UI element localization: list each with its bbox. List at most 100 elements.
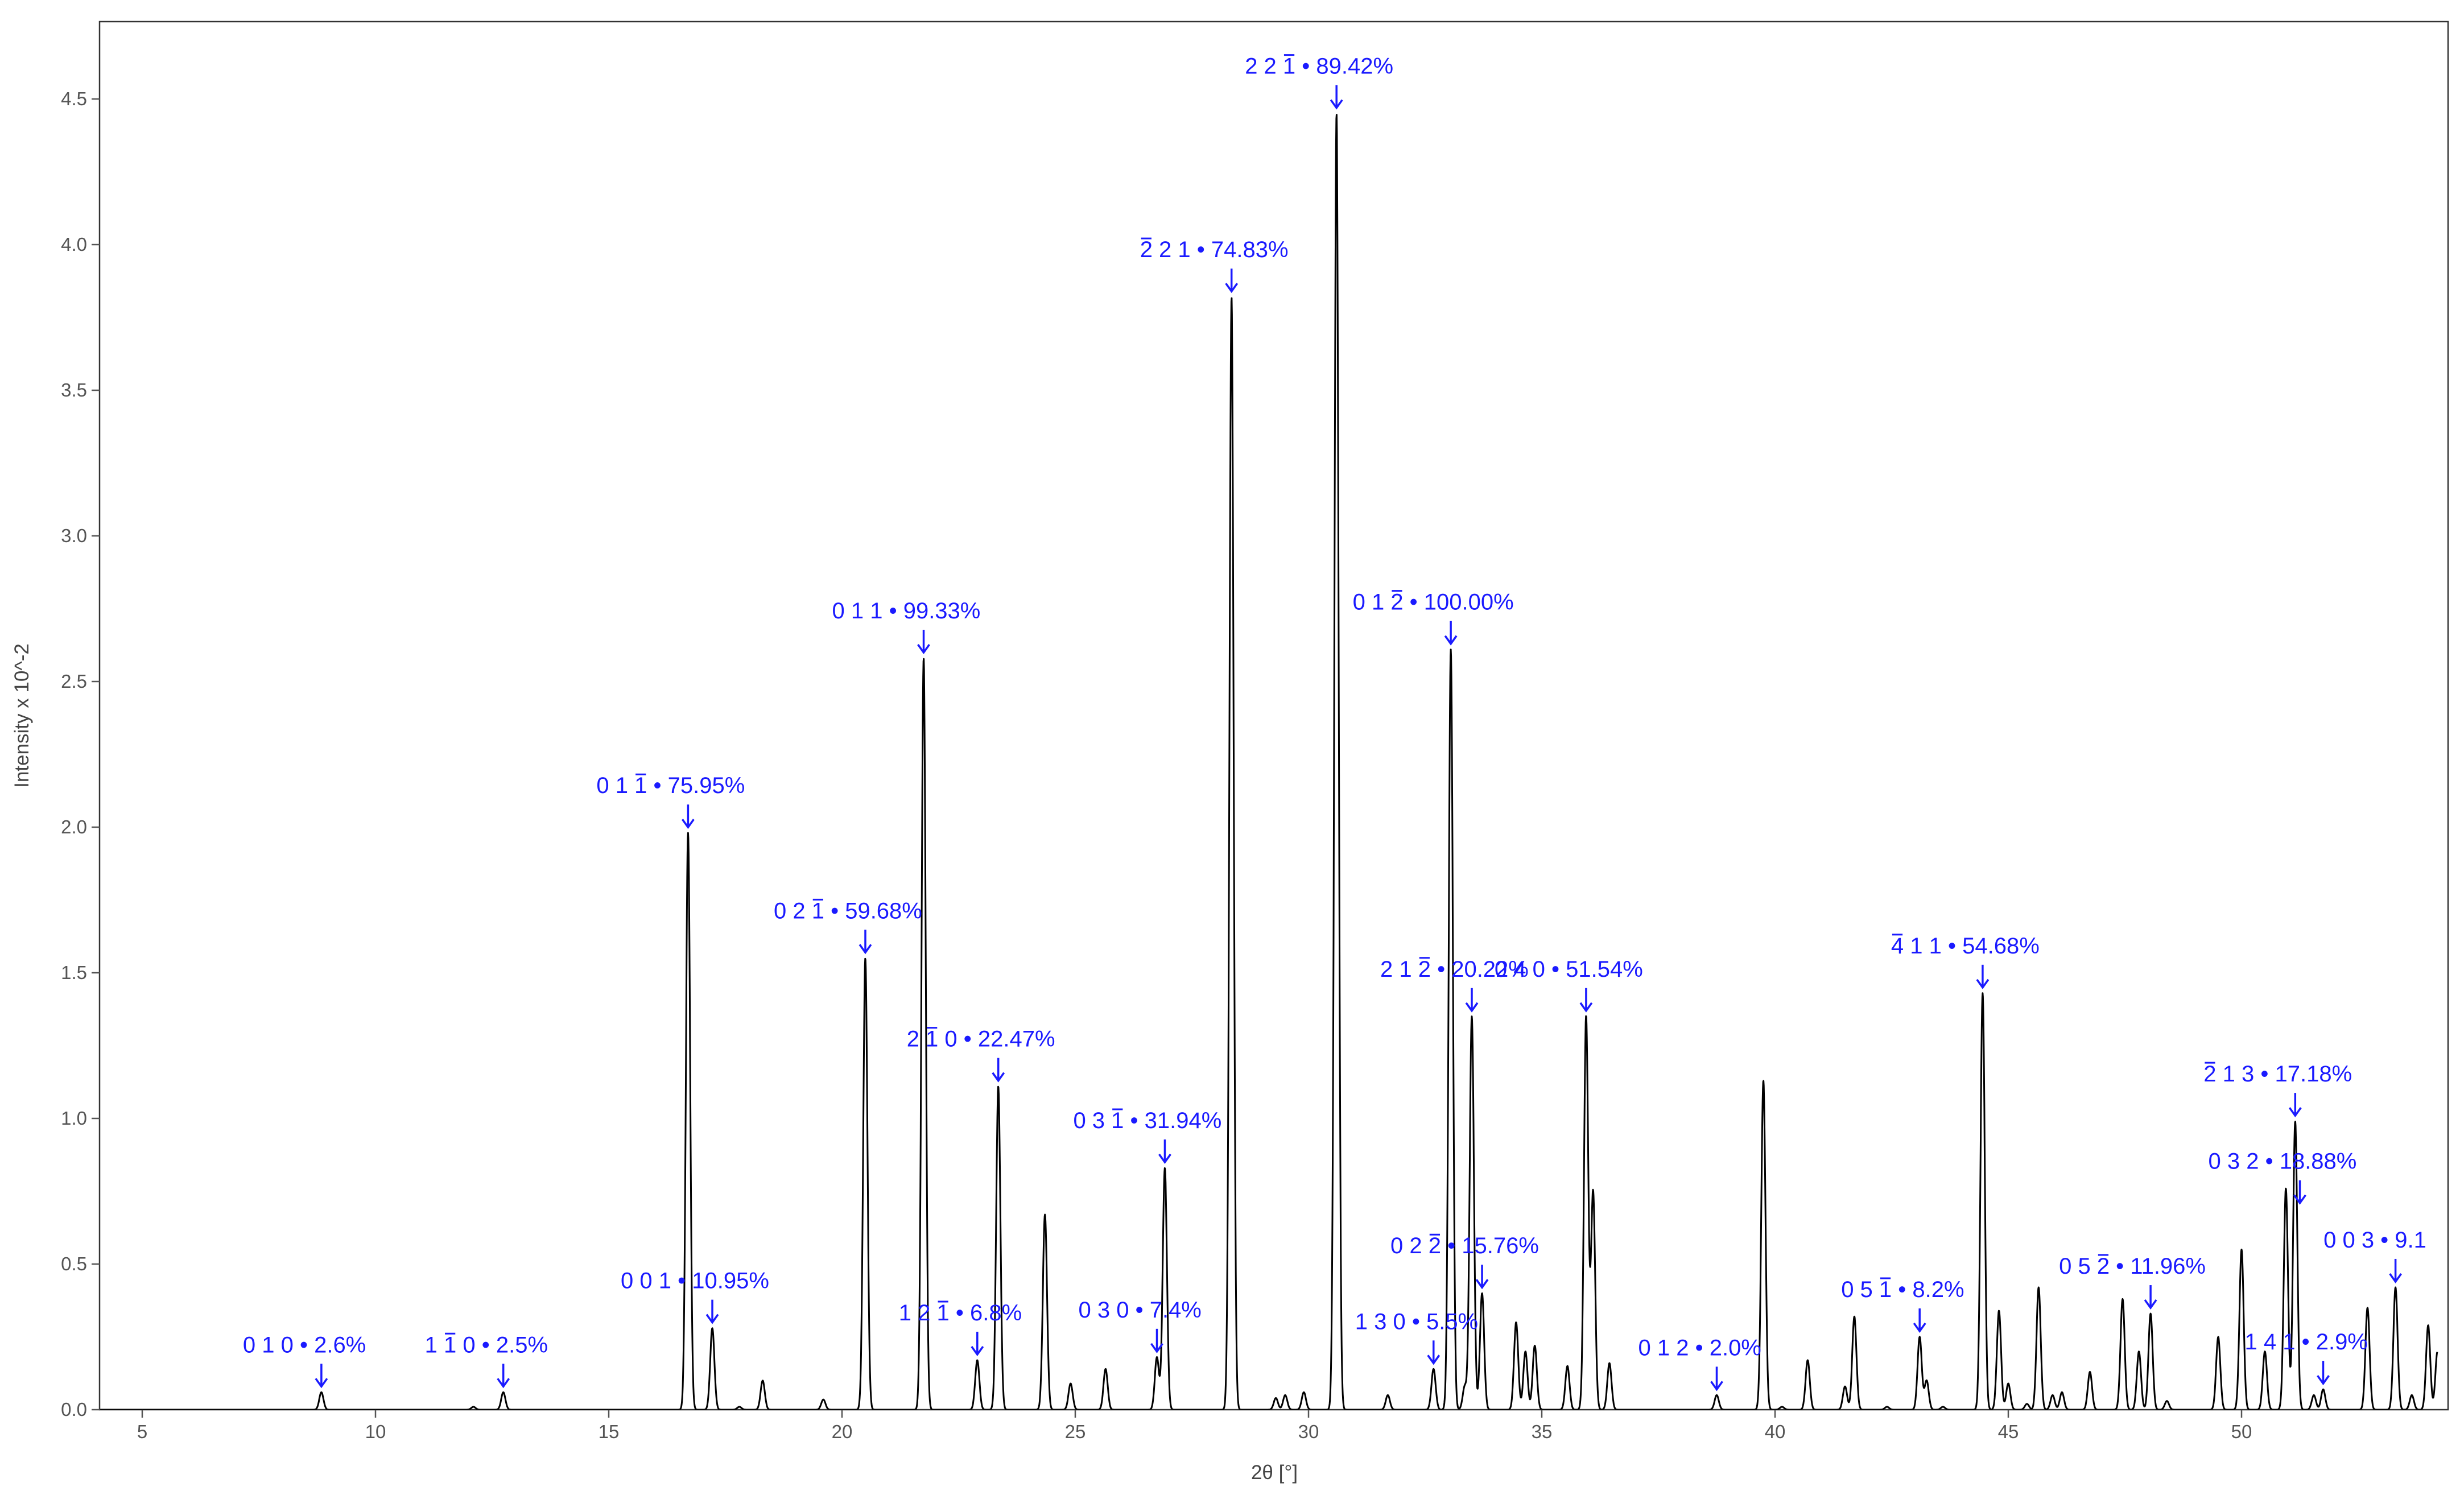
peak-percent: 20.22% (1451, 957, 1529, 982)
peak-separator: • (2110, 1254, 2130, 1279)
peak-separator: • (294, 1332, 314, 1357)
peak-hkl: 0 1 2 (1353, 590, 1404, 615)
x-tick-label: 5 (137, 1421, 147, 1442)
x-tick-label: 35 (1532, 1421, 1553, 1442)
peak-annotation: 1 4 1 • 2.9% (2245, 1329, 2368, 1386)
peak-hkl: 0 1 2 (1638, 1335, 1689, 1360)
peak-hkl: 1 3 0 (1355, 1309, 1406, 1334)
peak-arrow-head (681, 819, 695, 829)
peak-hkl: 0 3 2 (2209, 1149, 2259, 1174)
peak-label: 0 1 2 • 2.0% (1638, 1335, 1761, 1360)
peak-separator: • (2295, 1329, 2316, 1355)
y-tick-label: 0.5 (61, 1253, 87, 1274)
peak-separator: • (1689, 1335, 1709, 1360)
peak-arrow-head (1710, 1381, 1723, 1391)
peak-percent: 18.88% (2280, 1149, 2357, 1174)
x-tick-label: 10 (365, 1421, 386, 1442)
peak-arrow-head (992, 1072, 1005, 1083)
y-tick-label: 3.5 (61, 379, 87, 400)
peak-separator: • (1129, 1298, 1149, 1323)
peak-label: 1 3 0 • 5.5% (1355, 1309, 1478, 1334)
peak-arrow-head (1976, 978, 1990, 989)
peak-label: 0 5 1 • 8.2% (1841, 1277, 1964, 1302)
x-axis: 5 10 15 20 25 30 35 40 45 50 (137, 1410, 2252, 1442)
peak-annotation: 0 5 1 • 8.2% (1841, 1277, 1964, 1333)
peak-arrow-head (1150, 1343, 1163, 1353)
peak-percent: 15.76% (1462, 1233, 1539, 1258)
peak-separator: • (1406, 1309, 1426, 1334)
peak-hkl: 0 4 0 (1495, 957, 1545, 982)
peak-hkl: 0 1 1 (832, 598, 883, 623)
peak-separator: • (1441, 1233, 1462, 1258)
peak-label: 0 0 3 • 9.1 (2323, 1228, 2426, 1253)
peak-separator: • (882, 598, 903, 623)
peak-separator: • (1942, 934, 1962, 959)
peak-label: 2 1 3 • 17.18% (2203, 1062, 2352, 1087)
peak-hkl: 2 1 0 (907, 1027, 957, 1052)
peak-percent: 2.0% (1710, 1335, 1761, 1360)
peak-arrow-head (2317, 1375, 2330, 1386)
peak-percent: 2.6% (314, 1332, 366, 1357)
peak-hkl: 0 5 1 (1841, 1277, 1892, 1302)
peak-label: 0 3 0 • 7.4% (1079, 1298, 1202, 1323)
peak-arrow-head (705, 1314, 719, 1324)
peak-label: 0 3 1 • 31.94% (1073, 1108, 1221, 1133)
peak-percent: 75.95% (668, 773, 745, 798)
peak-arrow-head (1158, 1154, 1171, 1164)
peak-label: 0 3 2 • 18.88% (2209, 1149, 2357, 1174)
peak-separator: • (1431, 957, 1451, 982)
peak-annotation: 2 1 2 • 20.22% (1380, 957, 1529, 1013)
peak-annotation: 0 3 1 • 31.94% (1073, 1108, 1221, 1164)
peak-label: 0 5 2 • 11.96% (2059, 1254, 2206, 1279)
peak-arrow-head (497, 1378, 510, 1389)
peak-arrow-head (1465, 1002, 1479, 1013)
peak-separator: • (2259, 1149, 2279, 1174)
peak-separator: • (647, 773, 667, 798)
y-tick-label: 4.5 (61, 88, 87, 109)
peak-percent: 5.5% (1426, 1309, 1478, 1334)
peak-arrow-head (859, 944, 872, 955)
peak-label: 0 4 0 • 51.54% (1495, 957, 1643, 982)
peak-annotation: 2 1 3 • 17.18% (2203, 1062, 2352, 1118)
peak-hkl: 2 2 1 (1245, 54, 1295, 79)
peak-arrow-head (1579, 1002, 1593, 1013)
peak-percent: 51.54% (1566, 957, 1643, 982)
peak-arrow-head (2144, 1299, 2157, 1310)
peak-hkl: 0 5 2 (2059, 1254, 2110, 1279)
peak-separator: • (1191, 237, 1211, 262)
peak-percent: 59.68% (845, 898, 922, 923)
peak-arrow-head (1330, 99, 1343, 110)
diffraction-trace (100, 114, 2438, 1410)
peak-label: 1 1 0 • 2.5% (425, 1332, 548, 1357)
peak-annotation: 4 1 1 • 54.68% (1891, 934, 2040, 989)
peak-hkl: 0 1 1 (596, 773, 647, 798)
peak-separator: • (2254, 1062, 2275, 1087)
peak-annotation: 0 1 0 • 2.6% (243, 1332, 366, 1389)
peak-arrow-head (2288, 1107, 2302, 1118)
peak-hkl: 0 2 2 (1390, 1233, 1441, 1258)
peak-separator: • (950, 1300, 970, 1325)
peak-percent: 74.83% (1211, 237, 1289, 262)
peak-label: 1 4 1 • 2.9% (2245, 1329, 2368, 1355)
peak-annotation: 0 3 2 • 18.88% (2209, 1149, 2357, 1205)
peak-hkl: 0 0 3 (2323, 1228, 2374, 1253)
peak-annotation: 2 2 1 • 89.42% (1245, 54, 1393, 110)
peak-percent: 2.9% (2316, 1329, 2368, 1355)
peak-hkl: 0 1 0 (243, 1332, 294, 1357)
peak-annotation: 0 2 2 • 15.76% (1390, 1233, 1539, 1290)
peak-separator: • (1124, 1108, 1144, 1133)
peak-percent: 8.2% (1912, 1277, 1964, 1302)
peak-percent: 17.18% (2275, 1062, 2352, 1087)
peak-arrow-head (1444, 635, 1458, 646)
peak-annotation: 0 1 2 • 2.0% (1638, 1335, 1761, 1391)
peak-annotation: 0 0 1 • 10.95% (621, 1269, 769, 1324)
peak-annotation: 2 2 1 • 74.83% (1140, 237, 1289, 294)
peak-annotation: 1 3 0 • 5.5% (1355, 1309, 1478, 1365)
peak-annotation: 0 2 1 • 59.68% (774, 898, 922, 955)
peak-separator: • (957, 1027, 978, 1052)
peak-annotation: 0 4 0 • 51.54% (1495, 957, 1643, 1013)
peak-arrow-head (971, 1345, 984, 1356)
peak-label: 2 1 0 • 22.47% (907, 1027, 1055, 1052)
peak-label: 1 2 1 • 6.8% (899, 1300, 1022, 1325)
